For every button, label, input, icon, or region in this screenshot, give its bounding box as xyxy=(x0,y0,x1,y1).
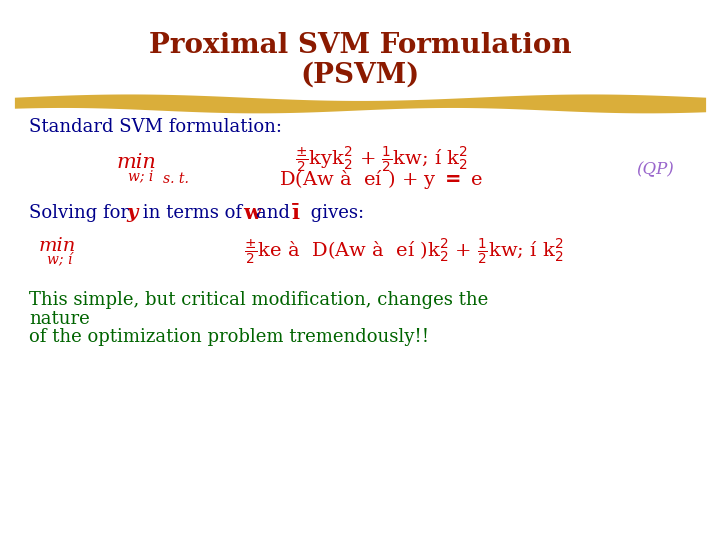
Text: gives:: gives: xyxy=(305,204,364,222)
Text: (QP): (QP) xyxy=(636,161,674,179)
Text: w; í: w; í xyxy=(47,252,73,266)
Text: D(Aw à  eí ) + y $\mathbf{=}$ e: D(Aw à eí ) + y $\mathbf{=}$ e xyxy=(279,168,484,191)
Text: in terms of: in terms of xyxy=(137,204,248,222)
Text: Proximal SVM Formulation: Proximal SVM Formulation xyxy=(149,32,571,59)
Text: y: y xyxy=(127,204,138,222)
Text: ī: ī xyxy=(292,203,300,224)
Text: s. t.: s. t. xyxy=(163,172,189,186)
Text: This simple, but critical modification, changes the: This simple, but critical modification, … xyxy=(29,291,488,309)
Text: Solving for: Solving for xyxy=(29,204,135,222)
Text: and: and xyxy=(256,204,296,222)
Text: min: min xyxy=(39,237,76,255)
Text: w: w xyxy=(243,203,261,224)
Text: $\frac{\pm}{2}$ke à  D(Aw à  eí )k$_2^2$ + $\frac{1}{2}$kw; í k$_2^2$: $\frac{\pm}{2}$ke à D(Aw à eí )k$_2^2$ +… xyxy=(243,237,563,267)
Text: nature: nature xyxy=(29,309,89,328)
Text: Standard SVM formulation:: Standard SVM formulation: xyxy=(29,118,282,136)
Text: (PSVM): (PSVM) xyxy=(300,62,420,89)
Text: $\frac{\pm}{2}$kyk$_2^2$ + $\frac{1}{2}$kw; í k$_2^2$: $\frac{\pm}{2}$kyk$_2^2$ + $\frac{1}{2}$… xyxy=(295,145,468,175)
Text: of the optimization problem tremendously!!: of the optimization problem tremendously… xyxy=(29,328,429,347)
Text: w; i: w; i xyxy=(127,170,153,184)
Text: min: min xyxy=(117,152,157,172)
